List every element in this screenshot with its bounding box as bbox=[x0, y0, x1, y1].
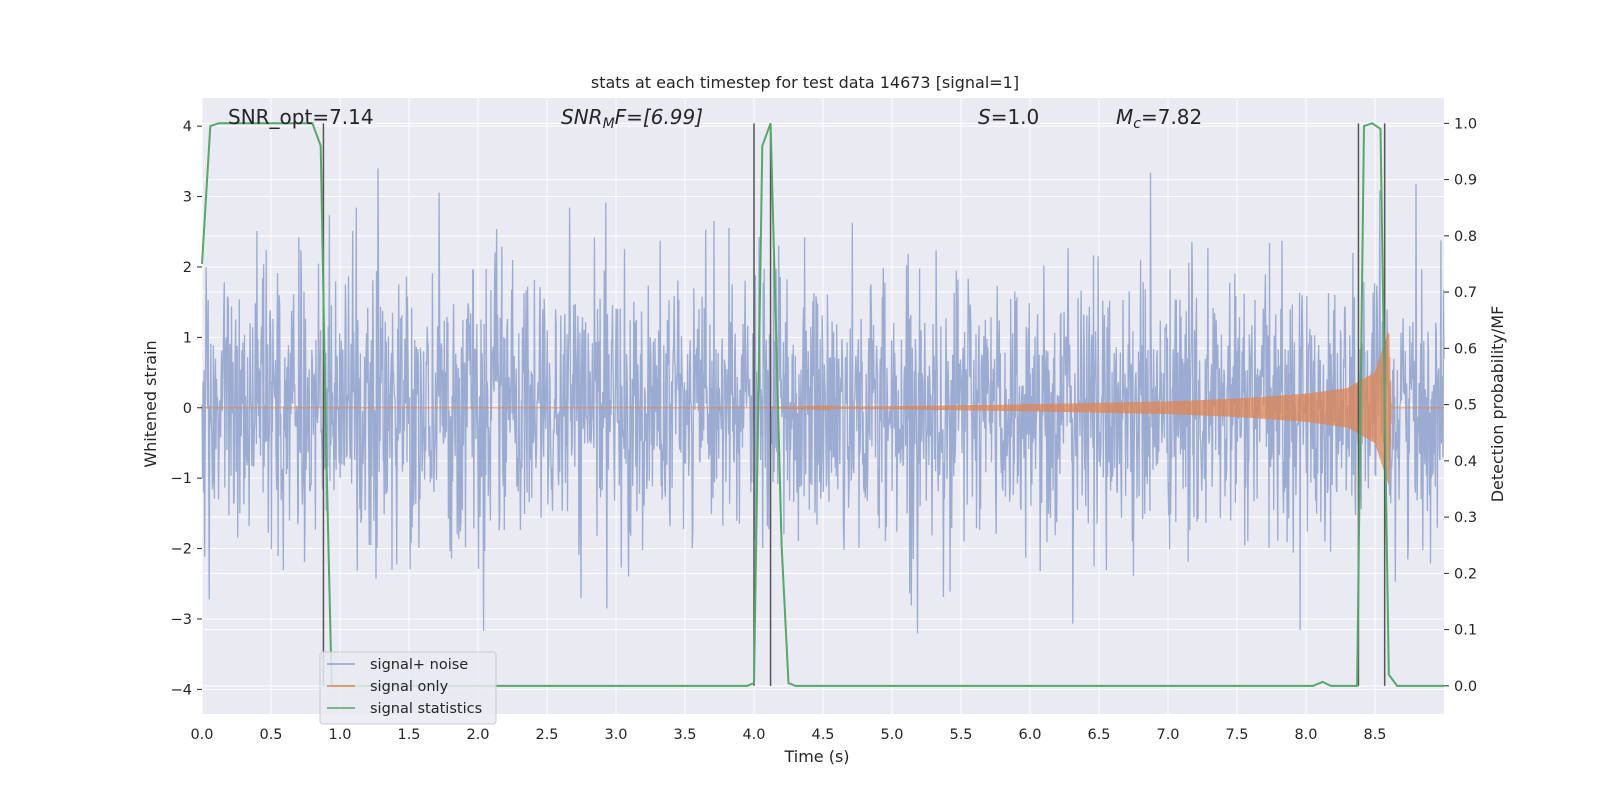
legend-label-signal-plus-noise: signal+ noise bbox=[370, 657, 468, 673]
chart-title: stats at each timestep for test data 146… bbox=[591, 73, 1019, 92]
y-right-tick-label: 0.1 bbox=[1454, 623, 1477, 639]
annotation-mc: Mc=7.82 bbox=[1116, 105, 1202, 132]
x-tick-label: 1.5 bbox=[397, 727, 420, 743]
x-tick-label: 2.0 bbox=[466, 727, 489, 743]
annotation-s: S=1.0 bbox=[978, 105, 1039, 129]
y-tick-label: 0 bbox=[183, 401, 192, 417]
y-right-tick-label: 0.2 bbox=[1454, 566, 1477, 582]
y-axis-label: Whitened strain bbox=[141, 340, 160, 467]
x-tick-label: 0.5 bbox=[259, 727, 282, 743]
legend-label-signal-statistics: signal statistics bbox=[370, 701, 482, 717]
legend-label-signal-only: signal only bbox=[370, 679, 449, 695]
x-tick-label: 0.0 bbox=[190, 727, 213, 743]
y-tick-label: 4 bbox=[183, 119, 192, 135]
series-signal-plus-noise bbox=[201, 168, 1445, 634]
annotation-snr-opt: SNR_opt=7.14 bbox=[228, 105, 374, 129]
x-axis-label: Time (s) bbox=[783, 747, 849, 766]
x-tick-label: 3.5 bbox=[673, 727, 696, 743]
y-tick-label: −3 bbox=[171, 612, 192, 628]
x-tick-label: 5.0 bbox=[880, 727, 903, 743]
x-tick-label: 8.0 bbox=[1294, 727, 1317, 743]
annotation-snr-mf: SNRMF=[6.99] bbox=[561, 105, 703, 132]
x-tick-label: 3.0 bbox=[604, 727, 627, 743]
x-tick-label: 4.0 bbox=[742, 727, 765, 743]
y-tick-label: 3 bbox=[183, 190, 192, 206]
x-tick-label: 6.0 bbox=[1018, 727, 1041, 743]
annotation-s-symbol: S bbox=[978, 105, 991, 129]
y-right-tick-label: 0.9 bbox=[1454, 173, 1477, 189]
y-right-tick-label: 0.6 bbox=[1454, 341, 1477, 357]
annotation-mc-symbol: M bbox=[1116, 105, 1133, 129]
series-line-signal-plus-noise bbox=[201, 168, 1445, 634]
annotation-s-value: =1.0 bbox=[991, 105, 1040, 129]
annotation-snr-mf-symbol: SNR bbox=[561, 105, 603, 129]
annotation-snr-mf-subscript: M bbox=[603, 116, 615, 132]
series-signal-only bbox=[202, 332, 1444, 485]
y-tick-label: −2 bbox=[171, 542, 192, 558]
y-axis-right-label: Detection probability/MF bbox=[1488, 306, 1507, 503]
y-tick-label: 1 bbox=[183, 330, 192, 346]
legend: signal+ noise signal only signal statist… bbox=[319, 651, 497, 725]
x-tick-label: 5.5 bbox=[949, 727, 972, 743]
annotation-mc-value: =7.82 bbox=[1141, 105, 1202, 129]
y-right-tick-label: 0.4 bbox=[1454, 454, 1477, 470]
x-tick-label: 7.0 bbox=[1156, 727, 1179, 743]
y-right-tick-label: 0.0 bbox=[1454, 679, 1477, 695]
y-right-tick-label: 0.3 bbox=[1454, 510, 1477, 526]
x-tick-label: 7.5 bbox=[1225, 727, 1248, 743]
x-tick-label: 2.5 bbox=[535, 727, 558, 743]
annotation-mc-subscript: c bbox=[1133, 116, 1141, 132]
axis-ticks: 0.0 0.5 1.0 1.5 2.0 2.5 3.0 3.5 4.0 4.5 5.0 5.5 6.0 6… bbox=[171, 116, 1477, 743]
legend-box bbox=[319, 651, 497, 725]
series-signal-statistics bbox=[201, 122, 1444, 687]
y-right-tick-label: 1.0 bbox=[1454, 116, 1477, 132]
x-tick-label: 4.5 bbox=[811, 727, 834, 743]
x-tick-label: 1.0 bbox=[328, 727, 351, 743]
y-right-tick-label: 0.5 bbox=[1454, 398, 1477, 414]
x-tick-label: 8.5 bbox=[1363, 727, 1386, 743]
y-tick-label: 2 bbox=[183, 260, 192, 276]
y-right-tick-label: 0.7 bbox=[1454, 285, 1477, 301]
y-right-tick-label: 0.8 bbox=[1454, 229, 1477, 245]
y-tick-label: −1 bbox=[171, 471, 192, 487]
series-line-signal-statistics bbox=[201, 122, 1444, 687]
y-tick-label: −4 bbox=[171, 682, 192, 698]
x-tick-label: 6.5 bbox=[1087, 727, 1110, 743]
series-line-signal-only bbox=[202, 332, 1444, 485]
annotation-snr-mf-value: F=[6.99] bbox=[615, 105, 703, 129]
